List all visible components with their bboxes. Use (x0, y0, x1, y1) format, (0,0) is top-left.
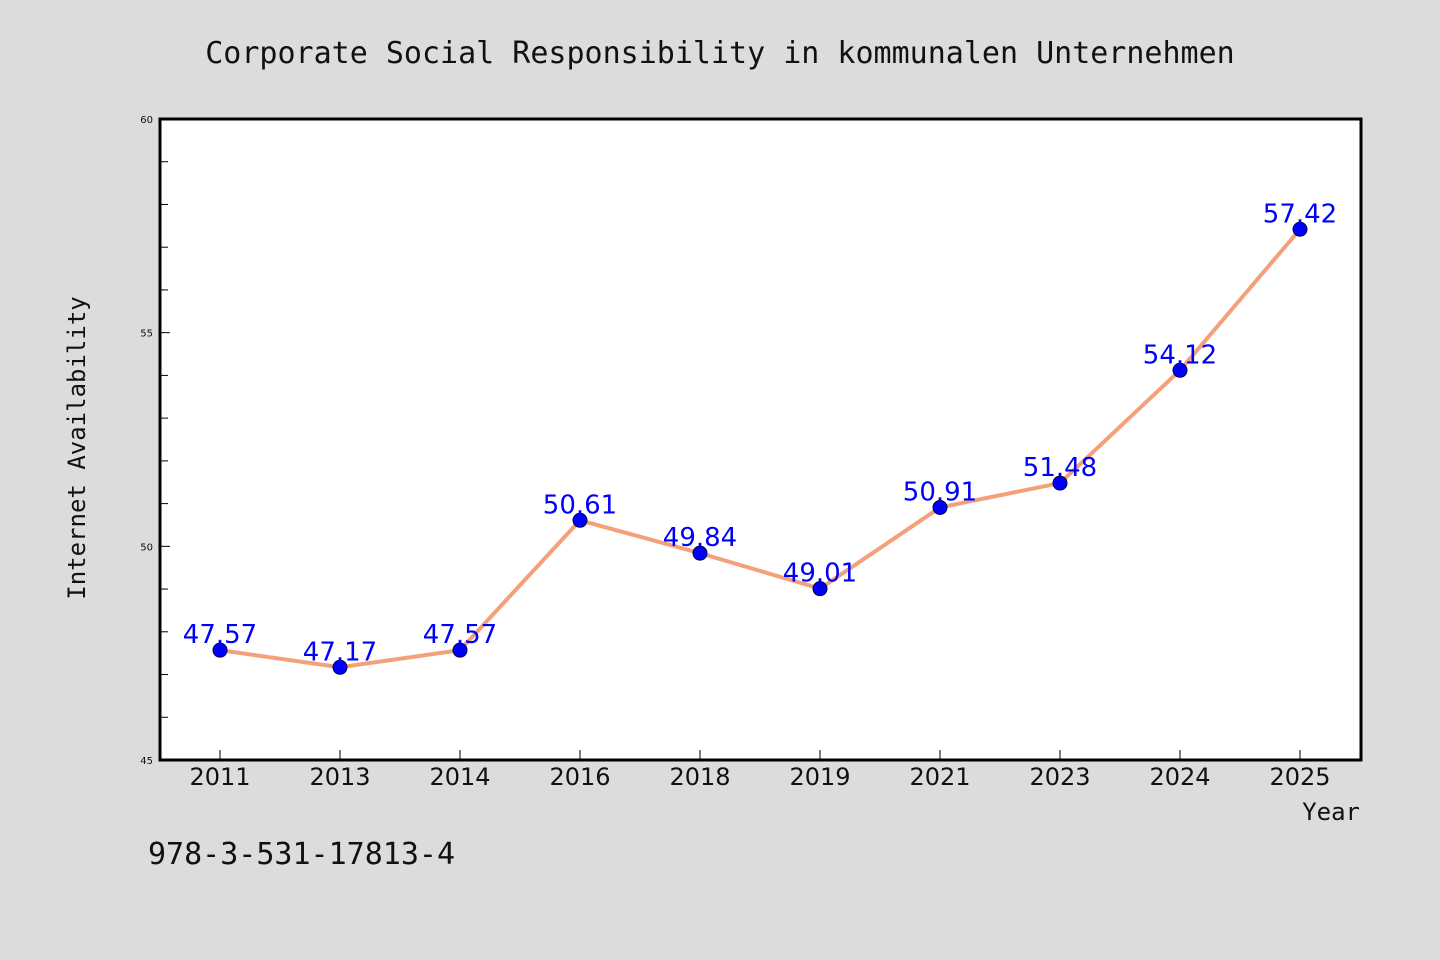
data-label-2019: 49.01 (783, 559, 857, 589)
data-label-2024: 54.12 (1143, 340, 1217, 370)
x-tick-label: 2019 (789, 763, 850, 791)
data-label-layer: 47.57 47.17 47.57 50.61 49.84 49.01 50.91 51.48… (183, 199, 1337, 667)
series-line (218, 227, 1302, 670)
plot-area (160, 119, 1361, 760)
y-axis-label: Internet Availability (63, 296, 91, 599)
x-tick-label: 2018 (669, 763, 730, 791)
data-point-2021 (932, 499, 948, 515)
x-tick-label: 2013 (309, 763, 370, 791)
data-point-2016 (572, 512, 588, 528)
data-point-2019 (812, 581, 828, 597)
data-label-2025: 57.42 (1263, 199, 1337, 229)
x-tick-label: 2023 (1029, 763, 1090, 791)
y-tick-label: 60 (140, 115, 153, 126)
plot-frame (158, 117, 1363, 762)
data-point-2018 (692, 545, 708, 561)
y-tick-label: 45 (140, 756, 153, 767)
data-label-2011: 47.57 (183, 620, 257, 650)
y-tick-label: 55 (140, 329, 153, 340)
data-point-2014 (452, 642, 468, 658)
x-axis-label: Year (1302, 798, 1360, 826)
x-tick-label: 2011 (189, 763, 250, 791)
data-label-2014: 47.57 (423, 620, 497, 650)
data-label-2016: 50.61 (543, 490, 617, 520)
data-point-2011 (212, 642, 228, 658)
y-tick-label: 50 (140, 542, 153, 553)
data-label-2018: 49.84 (663, 523, 737, 553)
x-tick-label: 2014 (429, 763, 490, 791)
data-point-2025 (1292, 221, 1308, 237)
data-label-2023: 51.48 (1023, 453, 1097, 483)
x-tick-label: 2021 (909, 763, 970, 791)
chart-title: Corporate Social Responsibility in kommu… (205, 36, 1235, 71)
x-axis: 2011 2013 2014 2016 2018 2019 2021 2023 2024 2025 (189, 750, 1331, 791)
data-label-2013: 47.17 (303, 637, 377, 667)
x-tick-label: 2016 (549, 763, 610, 791)
x-tick-label: 2024 (1149, 763, 1210, 791)
data-point-2023 (1052, 475, 1068, 491)
data-point-2024 (1172, 362, 1188, 378)
x-tick-label: 2025 (1269, 763, 1330, 791)
data-label-2021: 50.91 (903, 477, 977, 507)
data-point-2013 (332, 659, 348, 675)
footnote-isbn: 978-3-531-17813-4 (148, 837, 455, 872)
series-layer (212, 221, 1308, 675)
